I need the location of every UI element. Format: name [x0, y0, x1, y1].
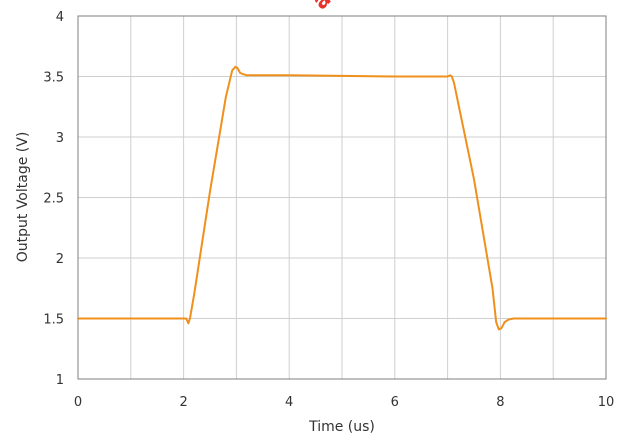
x-tick-labels: 0 2 4 6 8 10 [74, 395, 614, 410]
y-tick-label: 2.5 [43, 192, 64, 207]
y-tick-label: 3 [56, 131, 64, 146]
x-tick-label: 2 [179, 395, 187, 410]
plot-frame [77, 15, 607, 380]
y-tick-label: 1 [56, 373, 64, 388]
x-tick-label: 4 [285, 395, 293, 410]
series-line [77, 65, 607, 331]
y-tick-label: 1.5 [43, 313, 64, 328]
y-tick-labels: 1 1.5 2 2.5 3 3.5 4 [43, 10, 64, 388]
y-tick-label: 3.5 [43, 71, 64, 86]
x-tick-label: 8 [496, 395, 504, 410]
x-axis-label: Time (us) [308, 419, 375, 435]
x-tick-label: 10 [598, 395, 615, 410]
y-axis-label: Output Voltage (V) [15, 132, 31, 263]
grid-lines [77, 15, 607, 380]
y-tick-label: 2 [56, 252, 64, 267]
series-layer [77, 65, 607, 331]
watermark-text: ad [308, 0, 347, 15]
watermark-logo: ad [308, 0, 347, 15]
x-tick-label: 0 [74, 395, 82, 410]
x-tick-label: 6 [391, 395, 399, 410]
y-tick-label: 4 [56, 10, 64, 25]
